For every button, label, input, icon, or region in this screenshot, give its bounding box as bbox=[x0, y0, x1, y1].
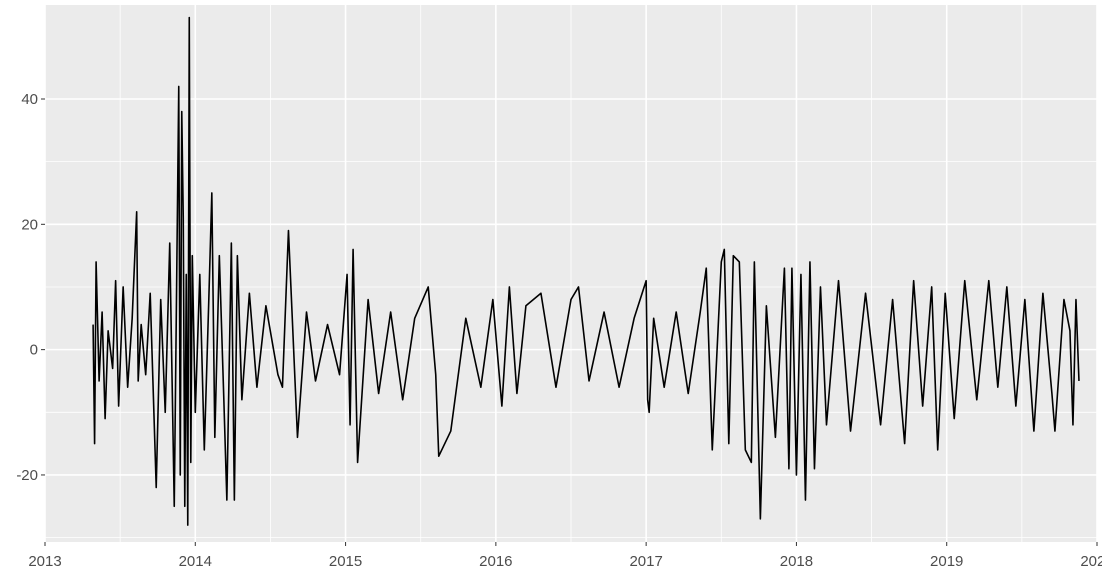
y-axis: -20 0 20 40 bbox=[16, 91, 45, 484]
y-tick-label: 0 bbox=[30, 342, 38, 359]
x-tick-label: 2019 bbox=[930, 553, 963, 570]
minor-gridlines bbox=[45, 5, 1097, 542]
x-tick-label: 2016 bbox=[479, 553, 512, 570]
y-tick-label: 20 bbox=[21, 216, 38, 233]
x-tick-label: 2014 bbox=[179, 553, 212, 570]
x-tick-label: 2017 bbox=[629, 553, 662, 570]
major-gridlines bbox=[44, 5, 1098, 542]
x-axis: 2013 2014 2015 2016 2017 2018 2019 2020 bbox=[28, 542, 1102, 570]
x-tick-label: 2015 bbox=[329, 553, 362, 570]
y-tick-label: 40 bbox=[21, 91, 38, 108]
x-tick-label: 2013 bbox=[28, 553, 61, 570]
series-line bbox=[92, 16, 1080, 526]
x-tick-label: 2020 bbox=[1080, 553, 1102, 570]
y-tick-label: -20 bbox=[16, 467, 38, 484]
x-tick-label: 2018 bbox=[780, 553, 813, 570]
